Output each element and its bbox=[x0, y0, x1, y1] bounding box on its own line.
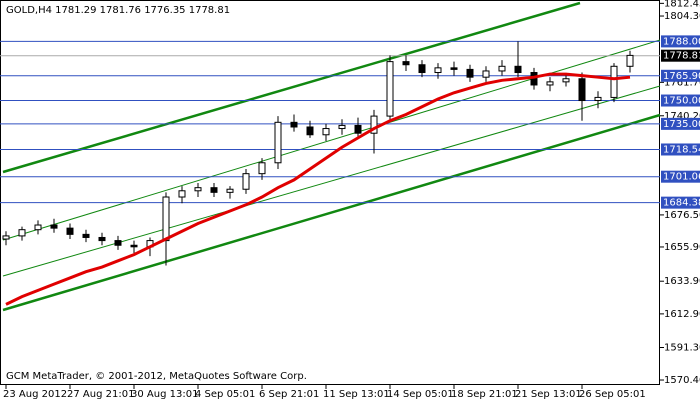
candle-body bbox=[626, 54, 634, 67]
y-tick-label: 1591.30 bbox=[664, 342, 700, 353]
x-tick-label: 11 Sep 13:01 bbox=[323, 389, 390, 400]
level-label-box bbox=[661, 35, 700, 48]
candle-body bbox=[338, 124, 346, 130]
candle-body bbox=[274, 121, 282, 164]
level-label-box bbox=[661, 94, 700, 107]
moving-average bbox=[5, 72, 631, 306]
candle-body bbox=[50, 224, 58, 229]
y-tick-label: 1612.90 bbox=[664, 309, 700, 320]
candle-body bbox=[498, 65, 506, 72]
candle-body bbox=[594, 96, 602, 102]
candle-body bbox=[258, 162, 266, 175]
candle-body bbox=[114, 240, 122, 246]
x-tick-label: 26 Sep 05:01 bbox=[579, 389, 646, 400]
candle-body bbox=[18, 229, 26, 237]
candle-body bbox=[578, 78, 586, 102]
candle-body bbox=[34, 224, 42, 231]
candle-body bbox=[226, 188, 234, 193]
level-label: 1718.54 bbox=[663, 144, 700, 155]
y-tick-label: 1655.90 bbox=[664, 242, 700, 253]
y-tick-label: 1740.20 bbox=[664, 111, 700, 122]
candle-body bbox=[2, 235, 10, 240]
x-tick-label: 6 Sep 21:01 bbox=[259, 389, 319, 400]
candle-body bbox=[178, 190, 186, 198]
x-tick-label: 4 Sep 05:01 bbox=[195, 389, 255, 400]
candle-body bbox=[370, 115, 378, 134]
level-label-box bbox=[661, 170, 700, 183]
candle-body bbox=[482, 70, 490, 78]
candle-body bbox=[466, 68, 474, 78]
channel-line bbox=[2, 1, 581, 174]
current-price-box bbox=[661, 49, 700, 62]
level-label: 1684.38 bbox=[663, 198, 700, 209]
candle-body bbox=[418, 64, 426, 74]
level-label: 1735.00 bbox=[663, 119, 700, 130]
candle-body bbox=[210, 187, 218, 193]
candle-body bbox=[82, 233, 90, 238]
candle-body bbox=[546, 81, 554, 86]
candle-body bbox=[194, 187, 202, 192]
y-tick-label: 1761.70 bbox=[664, 77, 700, 88]
channel-line bbox=[2, 85, 661, 277]
x-tick-label: 30 Aug 13:01 bbox=[131, 389, 198, 400]
x-tick-label: 27 Aug 21:01 bbox=[67, 389, 134, 400]
channel bbox=[2, 1, 661, 312]
candle-body bbox=[242, 173, 250, 190]
candle-body bbox=[402, 61, 410, 66]
level-label-box bbox=[661, 143, 700, 156]
y-tick-label: 1812.45 bbox=[664, 0, 700, 9]
candle-body bbox=[322, 128, 330, 136]
footer: GCM MetaTrader, © 2001-2012, MetaQuotes … bbox=[6, 371, 307, 382]
candle-body bbox=[610, 65, 618, 98]
candle-body bbox=[562, 78, 570, 83]
candle-body bbox=[66, 227, 74, 235]
x-tick-label: 14 Sep 05:01 bbox=[387, 389, 454, 400]
level-label: 1750.00 bbox=[663, 96, 700, 107]
candle-body bbox=[162, 196, 170, 242]
level-label: 1788.00 bbox=[663, 36, 700, 47]
level-label-box bbox=[661, 69, 700, 82]
chart-title: GOLD,H4 1781.29 1781.76 1776.35 1778.81 bbox=[6, 5, 230, 16]
channel-line bbox=[2, 113, 661, 312]
candle-body bbox=[290, 121, 298, 128]
candle-body bbox=[306, 126, 314, 136]
y-tick-label: 1633.90 bbox=[664, 276, 700, 287]
candle-body bbox=[130, 244, 138, 248]
y-tick-label: 1804.30 bbox=[664, 11, 700, 22]
level-label: 1765.90 bbox=[663, 71, 700, 82]
candle-body bbox=[98, 236, 106, 242]
level-label: 1701.06 bbox=[663, 172, 700, 183]
candle-body bbox=[386, 61, 394, 117]
candle-body bbox=[514, 65, 522, 74]
candle-body bbox=[354, 124, 362, 134]
y-tick-label: 1676.50 bbox=[664, 210, 700, 221]
level-label-box bbox=[661, 117, 700, 130]
y-tick-label: 1570.40 bbox=[664, 375, 700, 386]
candle-body bbox=[434, 67, 442, 74]
level-label-box bbox=[661, 196, 700, 209]
plot-frame bbox=[0, 0, 660, 385]
x-tick-label: 23 Aug 2012 bbox=[3, 389, 67, 400]
candle-body bbox=[450, 67, 458, 70]
x-tick-label: 18 Sep 21:01 bbox=[451, 389, 518, 400]
current-price-label: 1778.81 bbox=[663, 51, 700, 62]
x-tick-label: 21 Sep 13:01 bbox=[515, 389, 582, 400]
